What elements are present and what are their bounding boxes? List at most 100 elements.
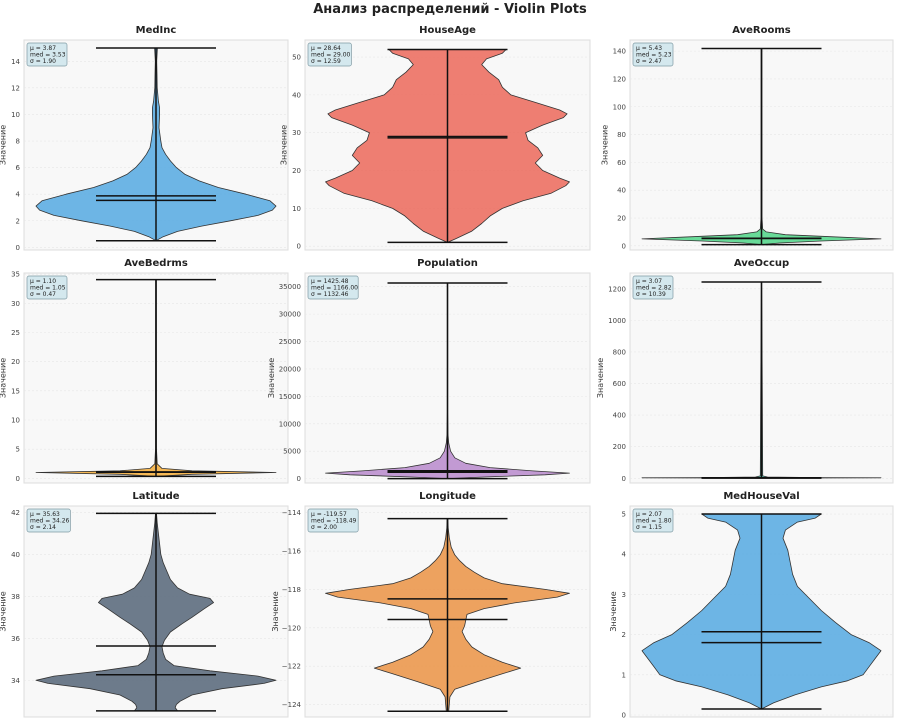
y-tick-label: 20 — [292, 167, 301, 175]
y-tick-label: 140 — [613, 48, 626, 56]
y-tick-label: 0 — [16, 475, 20, 483]
y-axis-label: Значение — [0, 125, 8, 165]
stats-box — [26, 508, 71, 533]
stats-line: med = 5.23 — [636, 52, 672, 59]
y-axis-label: Значение — [280, 125, 289, 165]
subplot-houseage: HouseAge 0 10 20 30 40 50 Значение μ = 28.64med … — [280, 25, 591, 251]
stats-line: σ = 10.39 — [636, 291, 666, 298]
y-tick-label: 10 — [11, 111, 20, 119]
subplot-title: HouseAge — [419, 25, 476, 36]
y-tick-label: 0 — [297, 475, 301, 483]
y-tick-label: 20000 — [279, 365, 301, 373]
y-tick-label: 15 — [11, 387, 20, 395]
stats-box — [26, 42, 68, 67]
stats-box — [632, 275, 674, 300]
subplot-longitude: Longitude −124 −122 −120 −118 −116 −114 Значени… — [271, 491, 591, 718]
y-tick-label: 40 — [11, 551, 20, 559]
y-tick-label: 2 — [622, 631, 626, 639]
stats-line: med = 1.80 — [636, 518, 672, 525]
stats-box — [632, 42, 674, 67]
stats-line: med = 2.82 — [636, 285, 672, 292]
stats-line: med = 29.00 — [311, 52, 351, 59]
stats-line: σ = 2.00 — [311, 524, 337, 531]
y-tick-label: 120 — [613, 75, 626, 83]
y-tick-label: −114 — [282, 509, 302, 517]
y-tick-label: 35 — [11, 271, 20, 279]
y-tick-label: 38 — [11, 593, 20, 601]
y-axis-label: Значение — [609, 591, 618, 631]
stats-line: σ = 1132.46 — [311, 291, 349, 298]
stats-line: med = 3.53 — [30, 52, 66, 59]
y-tick-label: 1200 — [608, 285, 626, 293]
stats-line: med = -118.49 — [311, 518, 357, 525]
y-tick-label: −116 — [282, 548, 302, 556]
y-tick-label: 3 — [622, 591, 626, 599]
stats-line: σ = 0.47 — [30, 291, 56, 298]
y-tick-label: 40 — [292, 91, 301, 99]
subplot-title: Population — [417, 258, 478, 269]
y-tick-label: 4 — [622, 551, 627, 559]
y-axis-label: Значение — [600, 125, 609, 165]
stats-box — [632, 508, 674, 533]
y-axis-label: Значение — [0, 358, 8, 398]
y-tick-label: 200 — [613, 443, 626, 451]
y-tick-label: 50 — [292, 54, 301, 62]
y-tick-label: 1 — [622, 671, 626, 679]
y-tick-label: 10000 — [279, 420, 301, 428]
y-tick-label: 30 — [11, 300, 20, 308]
y-tick-label: 100 — [613, 103, 626, 111]
stats-line: med = 1.05 — [30, 285, 66, 292]
y-axis-label: Значение — [596, 358, 605, 398]
y-tick-label: 5000 — [283, 448, 301, 456]
stats-box — [307, 508, 359, 533]
stats-line: μ = 5.43 — [636, 45, 662, 52]
stats-line: σ = 2.47 — [636, 58, 662, 65]
y-axis-label: Значение — [271, 591, 280, 631]
y-tick-label: −120 — [282, 624, 301, 632]
stats-line: μ = -119.57 — [311, 511, 347, 518]
subplot-title: MedInc — [136, 25, 177, 36]
stats-box — [26, 275, 68, 300]
y-tick-label: 5 — [16, 446, 20, 454]
stats-box — [307, 275, 359, 300]
subplot-title: AveOccup — [734, 258, 789, 269]
stats-box — [307, 42, 352, 67]
y-tick-label: 80 — [617, 131, 626, 139]
y-axis-label: Значение — [0, 591, 8, 631]
stats-line: μ = 1425.48 — [311, 278, 349, 285]
stats-line: σ = 1.15 — [636, 524, 662, 531]
y-tick-label: 0 — [297, 243, 301, 251]
y-axis-label: Значение — [267, 358, 276, 398]
y-tick-label: 0 — [16, 244, 20, 252]
y-tick-label: 12 — [11, 84, 20, 92]
y-tick-label: 30 — [292, 129, 301, 137]
y-tick-label: 60 — [617, 159, 626, 167]
y-tick-label: 0 — [622, 711, 626, 719]
y-tick-label: 40 — [617, 187, 626, 195]
subplot-title: AveRooms — [732, 25, 791, 36]
y-tick-label: 400 — [613, 412, 626, 420]
subplot-averooms: AveRooms 0 20 40 60 80 100 120 140 Значение μ = 5.… — [600, 25, 894, 251]
y-tick-label: 4 — [16, 191, 21, 199]
y-tick-label: 1000 — [608, 317, 626, 325]
y-tick-label: 25 — [11, 329, 20, 337]
y-tick-label: 25000 — [279, 338, 301, 346]
y-tick-label: 20 — [617, 215, 626, 223]
y-tick-label: 800 — [613, 348, 626, 356]
y-tick-label: 2 — [16, 217, 20, 225]
y-tick-label: 10 — [292, 205, 301, 213]
subplot-title: Longitude — [419, 491, 476, 502]
stats-line: μ = 2.07 — [636, 511, 662, 518]
y-tick-label: 14 — [11, 58, 20, 66]
subplot-aveoccup: AveOccup 0 200 400 600 800 1000 1200 Значение μ =… — [596, 258, 894, 484]
y-tick-label: 5 — [622, 511, 626, 519]
y-tick-label: 42 — [11, 509, 20, 517]
y-tick-label: 6 — [16, 164, 21, 172]
y-tick-label: 36 — [11, 635, 20, 643]
y-tick-label: 0 — [622, 242, 626, 250]
stats-line: med = 34.26 — [30, 518, 70, 525]
